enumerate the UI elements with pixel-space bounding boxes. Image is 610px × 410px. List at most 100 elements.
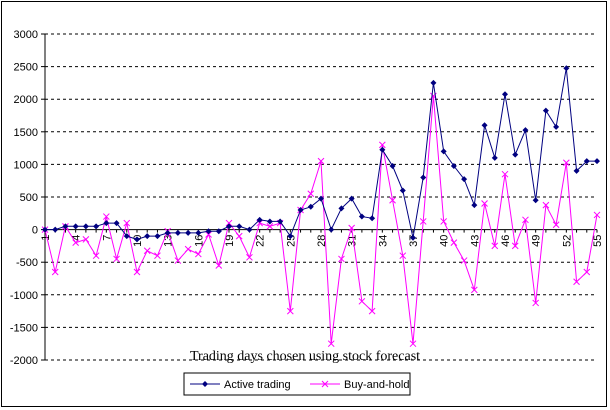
- y-tick-label: -500: [16, 257, 38, 269]
- x-tick-label: 46: [500, 235, 512, 247]
- legend-box: [183, 372, 411, 396]
- data-point-active-trading: [420, 174, 427, 181]
- x-tick-label: 22: [255, 235, 267, 247]
- data-point-buy-and-hold: [348, 224, 356, 232]
- data-point-active-trading: [226, 223, 232, 230]
- data-point-buy-and-hold: [491, 242, 499, 250]
- data-point-active-trading: [154, 233, 161, 240]
- data-point-active-trading: [113, 220, 120, 227]
- data-point-buy-and-hold: [102, 213, 110, 220]
- y-tick-label: 0: [32, 225, 38, 237]
- y-tick-label: 2500: [14, 62, 38, 74]
- data-point-active-trading: [348, 195, 355, 202]
- data-point-buy-and-hold: [235, 232, 243, 240]
- data-point-buy-and-hold: [286, 307, 294, 315]
- data-point-buy-and-hold: [583, 268, 591, 276]
- y-tick-label: -2000: [10, 355, 38, 367]
- data-point-buy-and-hold: [123, 219, 131, 227]
- x-tick-label: 34: [377, 235, 389, 247]
- data-point-active-trading: [236, 223, 243, 230]
- x-tick-labels: 14710131619222528313437404346495255: [40, 235, 604, 247]
- legend-marker-buy-and-hold: [321, 380, 329, 388]
- data-point-buy-and-hold: [113, 255, 120, 263]
- data-point-buy-and-hold: [174, 257, 182, 264]
- data-point-active-trading: [134, 236, 140, 243]
- legend: Active trading Buy-and-hold: [183, 372, 411, 396]
- data-point-active-trading: [82, 223, 89, 230]
- data-point-buy-and-hold: [92, 252, 100, 260]
- data-point-active-trading: [512, 151, 519, 158]
- data-point-buy-and-hold: [562, 159, 570, 167]
- y-tick-label: 1500: [14, 127, 38, 139]
- x-tick-label: 52: [561, 235, 573, 247]
- data-point-buy-and-hold: [338, 255, 345, 263]
- legend-label-active-trading: Active trading: [224, 379, 291, 391]
- data-point-active-trading: [553, 123, 560, 130]
- data-point-active-trading: [174, 229, 181, 236]
- x-tick-label: 25: [285, 235, 297, 247]
- legend-label-buy-and-hold: Buy-and-hold: [344, 379, 409, 391]
- data-point-buy-and-hold: [82, 236, 90, 243]
- data-point-buy-and-hold: [593, 211, 601, 219]
- data-point-buy-and-hold: [573, 278, 580, 286]
- data-point-buy-and-hold: [511, 242, 519, 250]
- data-point-active-trading: [62, 223, 69, 230]
- data-point-buy-and-hold: [205, 231, 212, 238]
- data-point-active-trading: [471, 202, 478, 209]
- x-tick-label: 19: [224, 235, 236, 247]
- data-point-buy-and-hold: [133, 268, 141, 276]
- y-tick-label: -1500: [10, 322, 38, 334]
- data-point-active-trading: [450, 163, 457, 170]
- data-point-active-trading: [369, 215, 376, 222]
- y-tick-label: 1000: [14, 159, 38, 171]
- x-tick-label: 16: [193, 235, 205, 247]
- data-point-buy-and-hold: [327, 340, 335, 348]
- data-point-buy-and-hold: [470, 286, 478, 294]
- data-point-buy-and-hold: [440, 218, 448, 225]
- x-tick-label: 40: [439, 235, 451, 247]
- y-tick-labels: 3000 2500 2000 1500 1000 500 0 -500 -1000 -1500 -2…: [10, 29, 38, 367]
- data-point-buy-and-hold: [552, 221, 560, 229]
- data-point-active-trading: [502, 91, 508, 98]
- data-point-buy-and-hold: [378, 141, 386, 149]
- data-point-buy-and-hold: [184, 245, 192, 253]
- x-tick-label: 55: [592, 235, 604, 247]
- data-point-active-trading: [461, 176, 468, 183]
- data-point-buy-and-hold: [307, 190, 315, 198]
- data-point-active-trading: [144, 233, 151, 240]
- x-tick-label: 1: [40, 235, 52, 241]
- data-point-buy-and-hold: [522, 216, 529, 224]
- data-point-active-trading: [246, 226, 253, 233]
- y-tick-label: 500: [20, 192, 38, 204]
- data-point-active-trading: [583, 158, 590, 165]
- data-point-active-trading: [72, 223, 79, 230]
- data-point-buy-and-hold: [215, 262, 223, 269]
- data-point-active-trading: [594, 158, 600, 165]
- data-point-buy-and-hold: [501, 170, 509, 178]
- x-tick-label: 43: [469, 235, 481, 247]
- data-point-active-trading: [215, 228, 222, 235]
- x-axis-title: Trading days chosen using stock forecast: [190, 349, 420, 364]
- data-point-buy-and-hold: [368, 307, 376, 315]
- data-point-buy-and-hold: [419, 218, 427, 225]
- data-point-active-trading: [491, 154, 498, 161]
- series-lines: [41, 65, 601, 348]
- y-tick-label: 2000: [14, 94, 38, 106]
- data-point-active-trading: [277, 218, 284, 225]
- data-point-active-trading: [195, 229, 202, 236]
- data-point-buy-and-hold: [143, 247, 151, 255]
- data-point-active-trading: [338, 205, 345, 212]
- data-point-active-trading: [532, 197, 539, 204]
- y-tick-label: 3000: [14, 29, 38, 41]
- gridlines: [45, 33, 597, 361]
- data-point-buy-and-hold: [154, 252, 161, 260]
- data-point-buy-and-hold: [481, 200, 488, 207]
- x-tick-label: 4: [71, 235, 83, 241]
- data-point-buy-and-hold: [225, 219, 233, 227]
- x-tick-label: 49: [531, 235, 543, 247]
- data-point-buy-and-hold: [460, 257, 468, 264]
- x-tick-label: 31: [347, 235, 359, 247]
- data-point-active-trading: [399, 187, 406, 194]
- data-point-buy-and-hold: [542, 201, 550, 209]
